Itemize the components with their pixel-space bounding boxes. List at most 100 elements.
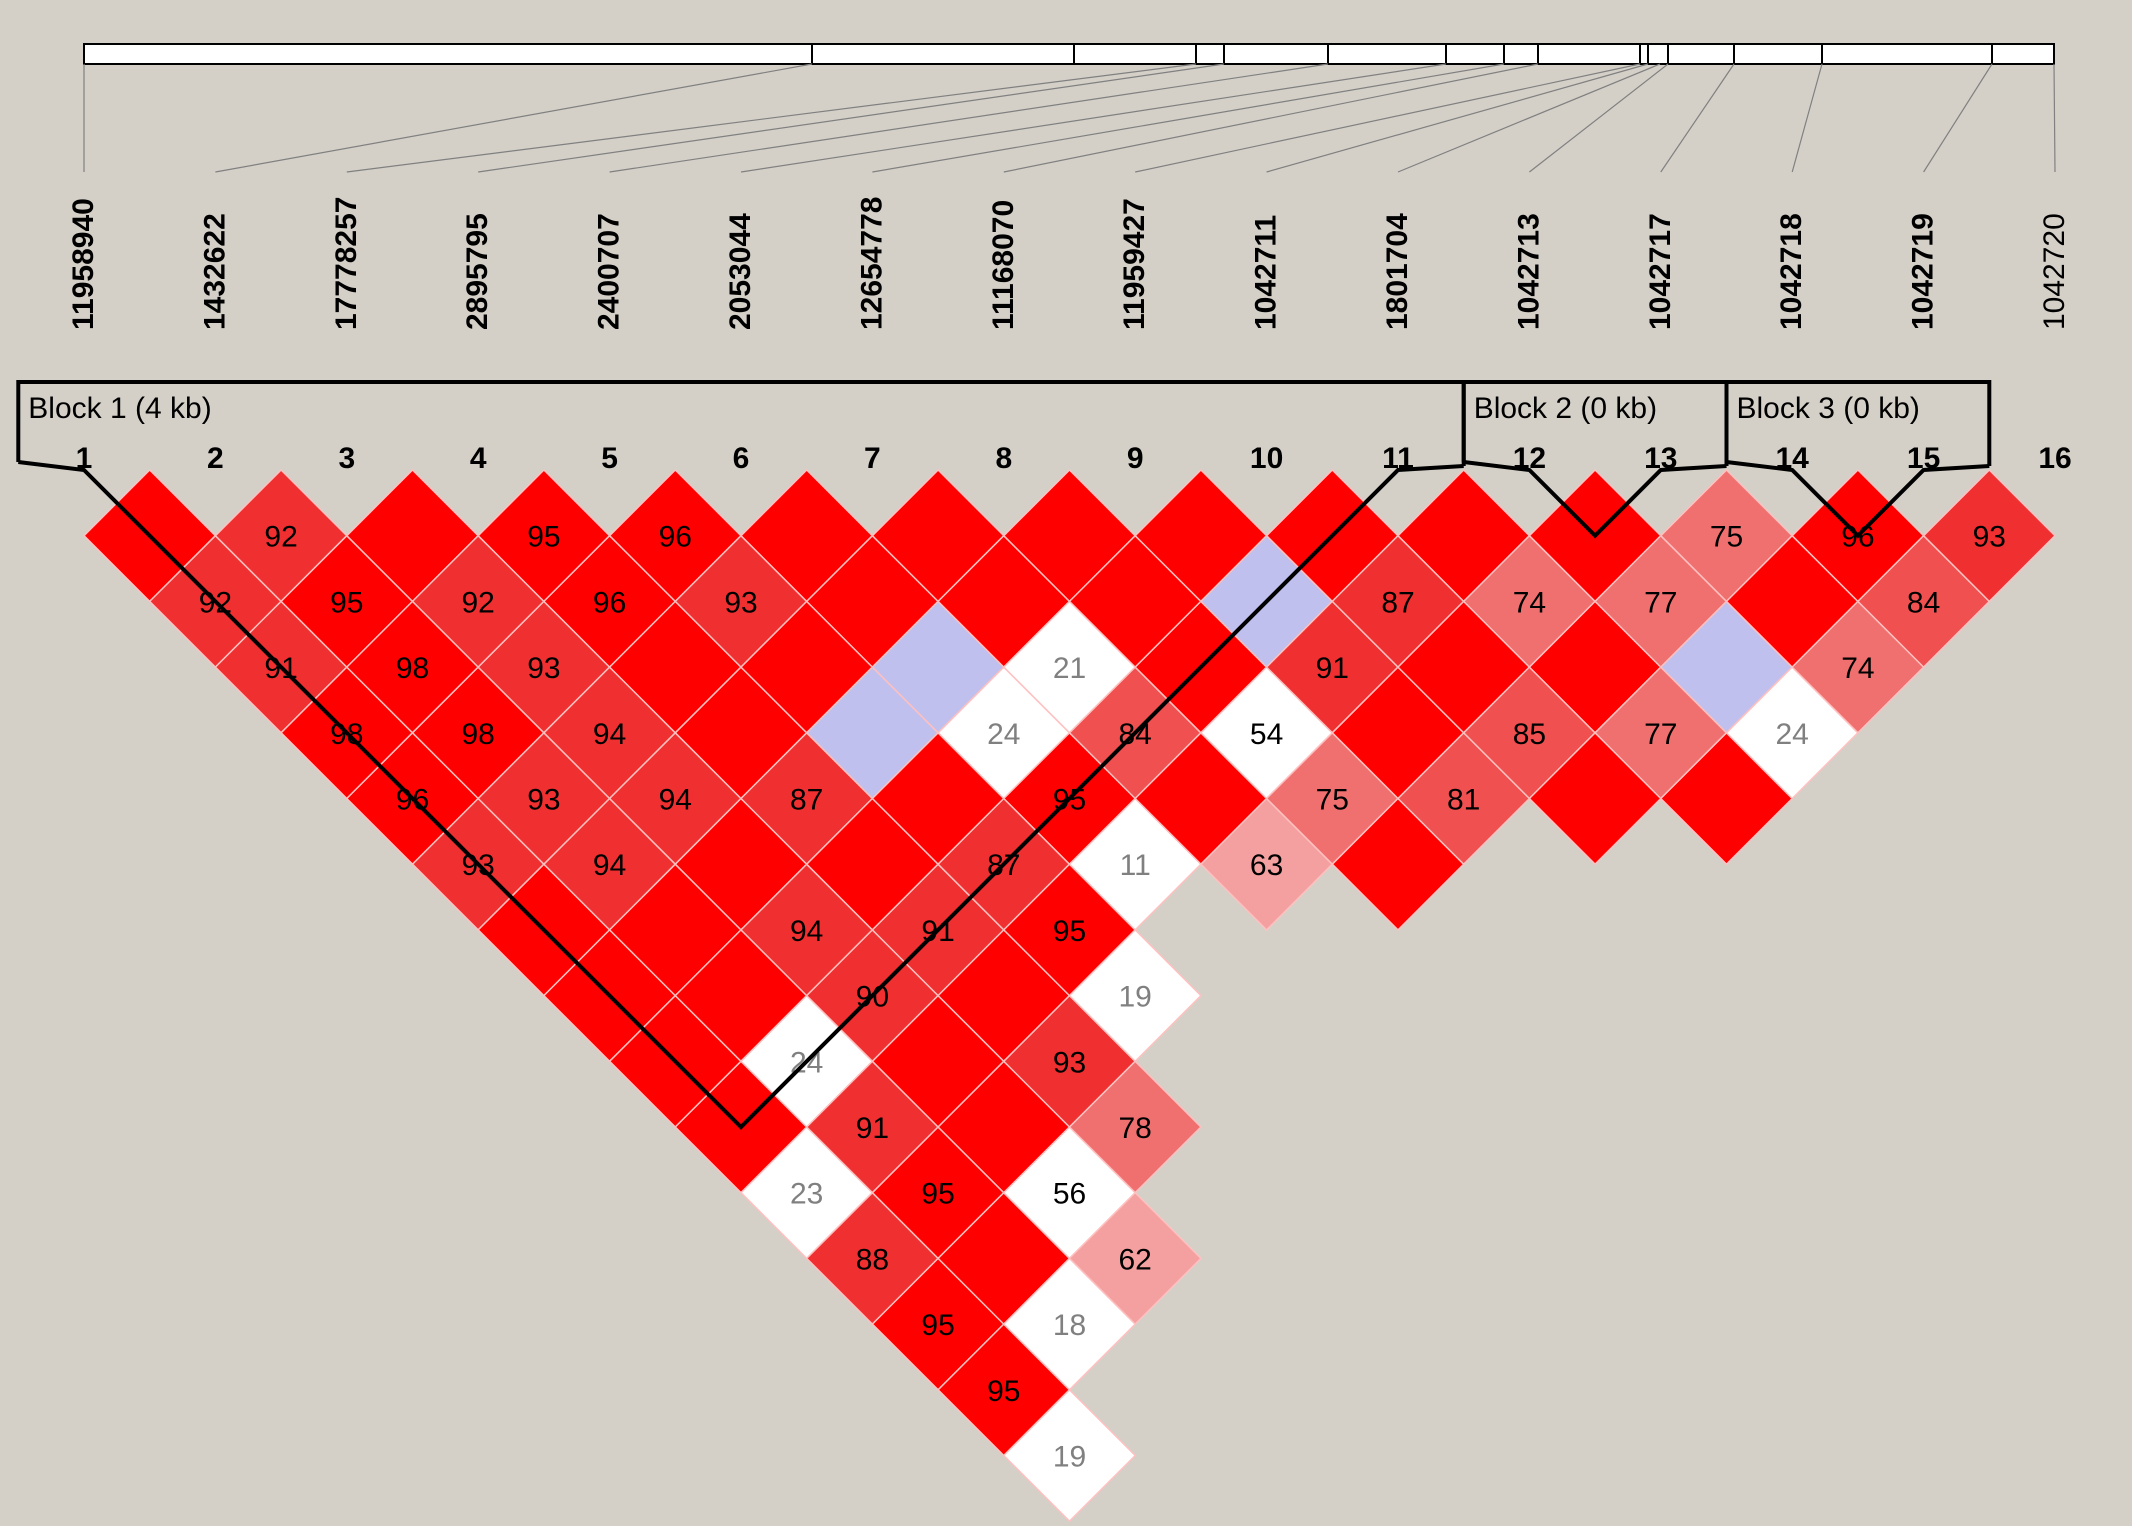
ld-value-label: 98: [462, 718, 495, 751]
block-label: Block 3 (0 kb): [1737, 392, 1920, 425]
ld-value-label: 93: [527, 652, 560, 685]
ld-value-label: 94: [593, 718, 626, 751]
ld-value-label: 95: [987, 1375, 1020, 1408]
ld-value-label: 91: [1316, 652, 1349, 685]
ld-value-label: 95: [921, 1309, 954, 1342]
marker-number: 14: [1776, 442, 1810, 475]
marker-number: 8: [995, 442, 1012, 475]
ld-value-label: 24: [987, 718, 1020, 751]
marker-number: 15: [1907, 442, 1940, 475]
marker-connector-line: [609, 63, 1329, 173]
marker-number: 13: [1644, 442, 1677, 475]
ld-value-label: 95: [921, 1178, 954, 1211]
marker-rs-label: 1042718: [1775, 213, 1808, 330]
marker-number: 12: [1513, 442, 1546, 475]
marker-rs-label: 11959427: [1118, 198, 1151, 330]
marker-number: 7: [864, 442, 881, 475]
ld-cell: [1068, 1191, 1202, 1326]
marker-connector-line: [2053, 63, 2056, 173]
marker-connector-line: [1923, 63, 1993, 173]
ld-value-label: 77: [1644, 586, 1677, 619]
ld-value-label: 19: [1053, 1441, 1086, 1474]
ld-value-label: 95: [1053, 915, 1086, 948]
marker-connector-line: [872, 63, 1505, 173]
ld-value-label: 93: [1973, 521, 2006, 554]
ld-value-label: 96: [593, 586, 626, 619]
block-outline-top: [1724, 380, 1992, 466]
ld-value-label: 74: [1841, 652, 1874, 685]
marker-connector-line: [346, 63, 1197, 173]
marker-rs-label: 1801704: [1381, 213, 1414, 330]
ld-value-label: 19: [1119, 981, 1152, 1014]
marker-connector-line: [215, 63, 813, 173]
ld-value-label: 11: [1120, 849, 1151, 882]
marker-connector-line: [1003, 63, 1539, 173]
marker-rs-label: 11168070: [987, 200, 1020, 330]
marker-connector-line: [1791, 63, 1823, 173]
block-outline-triangle: [18, 460, 1464, 1130]
ld-value-label: 88: [856, 1243, 889, 1276]
ld-value-label: 94: [659, 784, 692, 817]
marker-number: 4: [470, 442, 487, 475]
ld-value-label: 93: [527, 784, 560, 817]
marker-connector-line: [1660, 63, 1735, 173]
marker-rs-label: 2400707: [593, 213, 626, 330]
ld-value-label: 74: [1513, 586, 1546, 619]
marker-rs-label: 1042711: [1250, 215, 1283, 330]
ld-value-label: 98: [396, 652, 429, 685]
block-outline-triangle: [1726, 460, 1990, 539]
ld-value-label: 84: [1907, 586, 1940, 619]
ld-value-label: 81: [1447, 784, 1480, 817]
block-label: Block 2 (0 kb): [1474, 392, 1657, 425]
ld-value-label: 91: [856, 1112, 889, 1145]
ld-value-label: 77: [1644, 718, 1677, 751]
ld-value-label: 56: [1053, 1178, 1086, 1211]
marker-connector-line: [1266, 63, 1649, 173]
marker-number: 5: [601, 442, 618, 475]
marker-connector-line: [1529, 63, 1669, 173]
ld-value-label: 94: [593, 849, 626, 882]
ld-value-label: 87: [1381, 586, 1414, 619]
marker-number: 16: [2038, 442, 2071, 475]
ld-cell: [1068, 1060, 1202, 1194]
ld-value-label: 75: [1710, 521, 1743, 554]
ld-cell: [1922, 468, 2057, 603]
ld-value-label: 24: [1776, 718, 1809, 751]
block-label: Block 1 (4 kb): [28, 392, 211, 425]
ld-value-label: 87: [790, 784, 823, 817]
ld-cell: [1068, 928, 1202, 1063]
ld-value-label: 96: [659, 521, 692, 554]
ld-value-label: 92: [462, 586, 495, 619]
marker-connector-line: [478, 63, 1225, 173]
marker-rs-label: 1042720: [2038, 213, 2071, 330]
ld-value-label: 85: [1513, 718, 1546, 751]
ld-value-label: 63: [1250, 849, 1283, 882]
ld-value-label: 62: [1119, 1243, 1152, 1276]
marker-number: 1: [76, 442, 93, 475]
marker-number: 6: [733, 442, 750, 475]
marker-number: 9: [1127, 442, 1144, 475]
ld-value-label: 54: [1250, 718, 1283, 751]
physical-map-bar: [83, 43, 2055, 65]
ld-value-label: 75: [1316, 784, 1349, 817]
marker-rs-label: 11958940: [67, 198, 100, 330]
ld-cell: [1002, 1388, 1137, 1523]
ld-value-label: 93: [724, 586, 757, 619]
marker-rs-label: 2053044: [724, 213, 757, 330]
ld-value-label: 94: [790, 915, 823, 948]
block-outline-triangle: [1463, 460, 1727, 539]
marker-rs-label: 2895795: [461, 213, 494, 330]
marker-number: 11: [1382, 442, 1414, 475]
ld-value-label: 78: [1119, 1112, 1152, 1145]
ld-value-label: 18: [1053, 1309, 1086, 1342]
ld-value-label: 95: [330, 586, 363, 619]
marker-rs-label: 1432622: [198, 213, 231, 330]
marker-connector-line: [1135, 63, 1641, 173]
marker-rs-label: 1042713: [1512, 213, 1545, 330]
marker-rs-label: 12654778: [855, 197, 888, 330]
marker-connector-line: [1397, 63, 1661, 173]
ld-value-label: 23: [790, 1178, 823, 1211]
marker-connector-line: [740, 63, 1447, 173]
